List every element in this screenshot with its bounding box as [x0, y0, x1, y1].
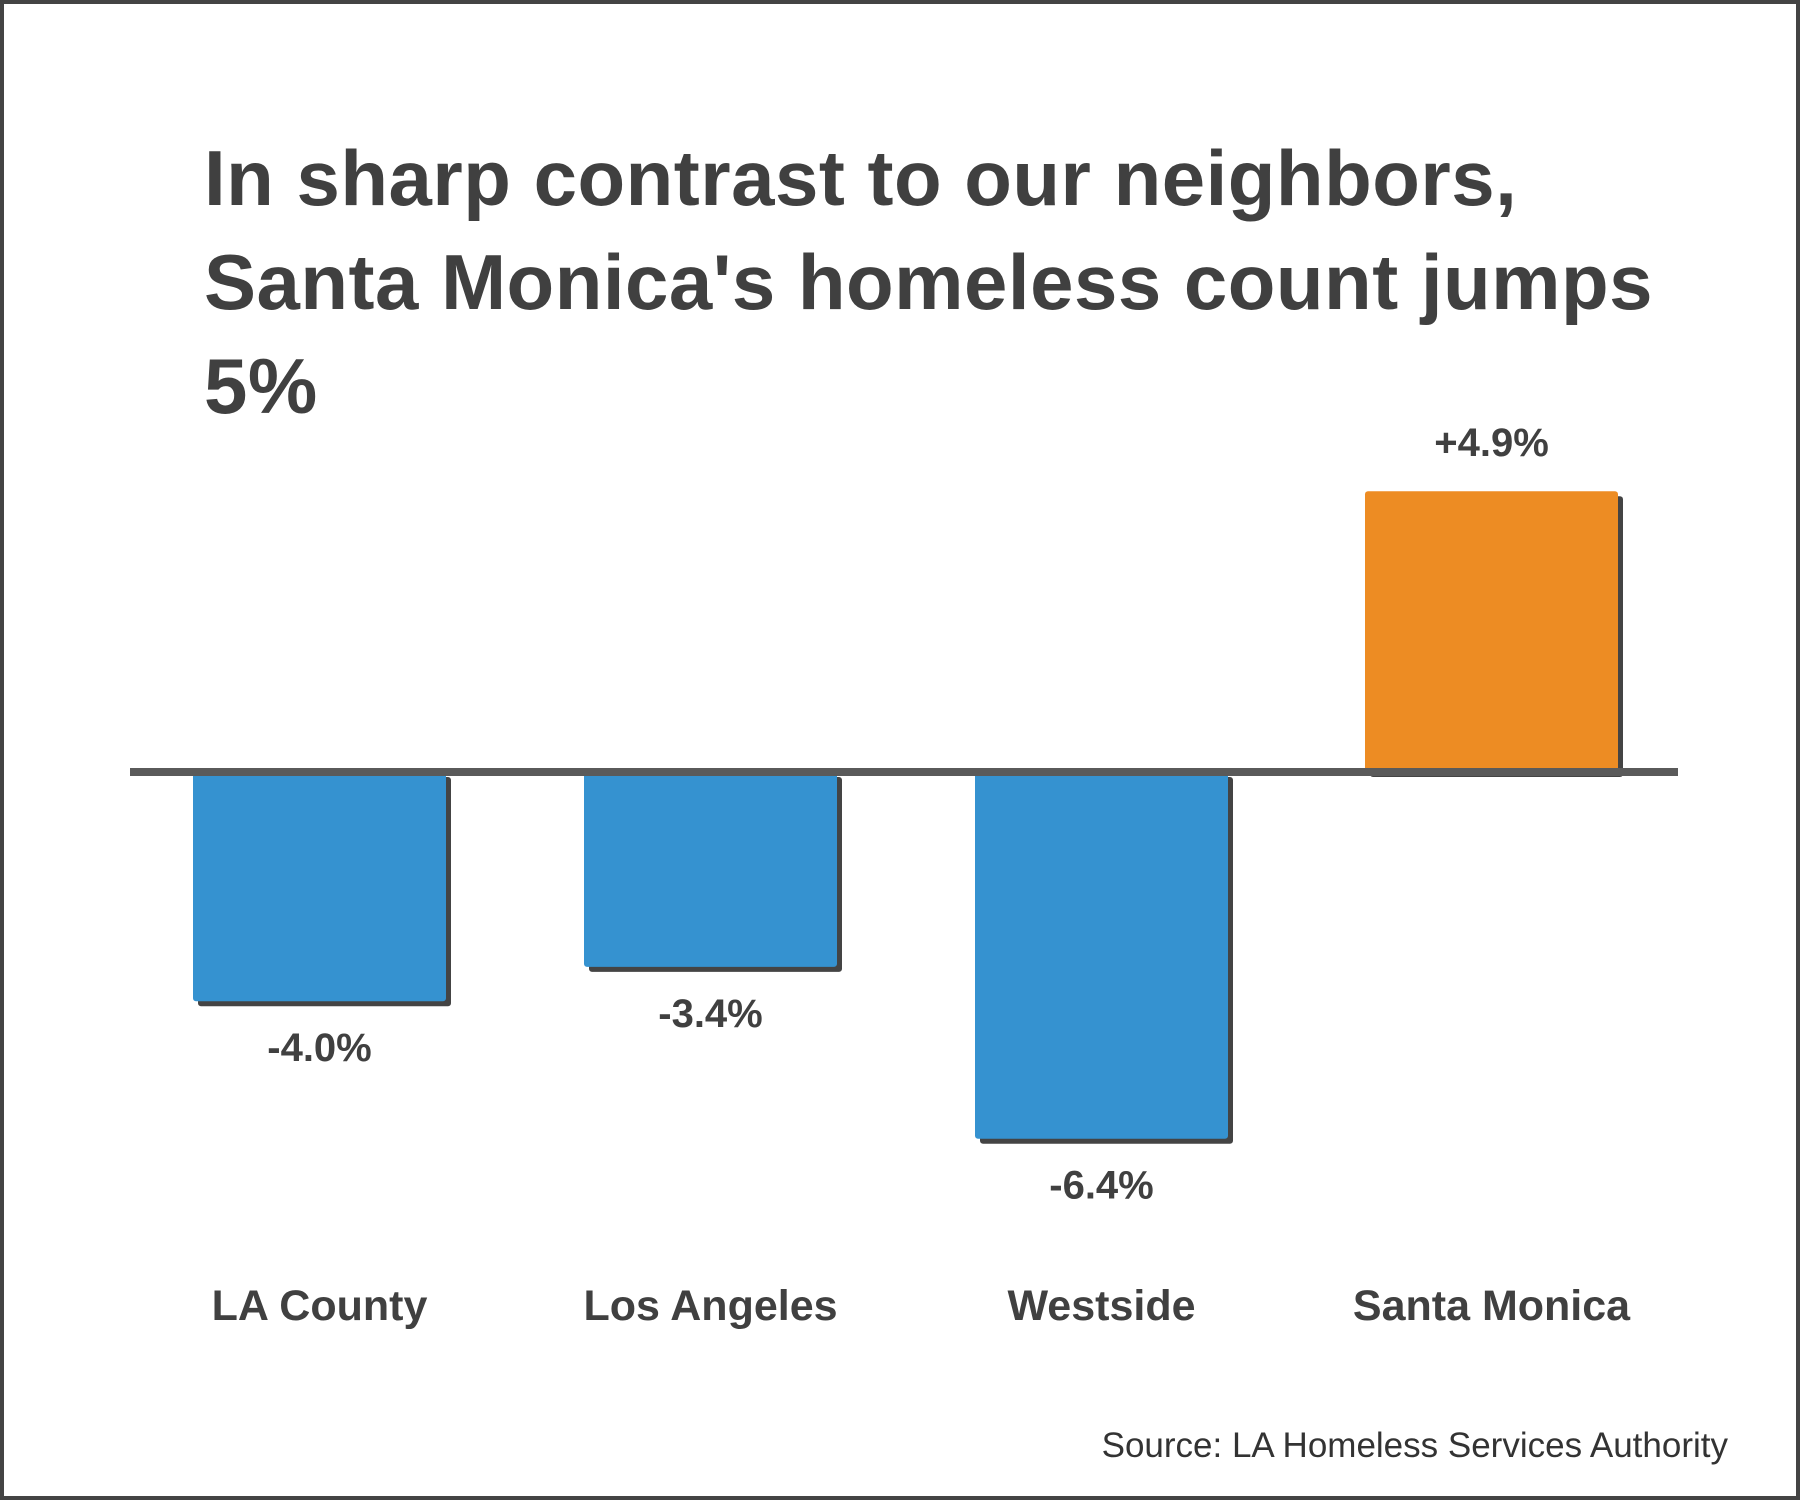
source-note: Source: LA Homeless Services Authority [1101, 1426, 1728, 1465]
bar-chart: -4.0% LA County -3.4% Los Angeles -6.4% Wests… [130, 421, 1678, 1330]
category-label: Westside [1008, 1282, 1196, 1330]
category-label: Los Angeles [583, 1282, 837, 1330]
data-label: -4.0% [267, 1026, 372, 1070]
bar [584, 772, 837, 967]
zero-baseline [130, 768, 1678, 776]
bar [1365, 491, 1618, 772]
data-label: -3.4% [658, 992, 763, 1036]
bar [193, 772, 446, 1002]
category-label: LA County [212, 1282, 428, 1330]
data-label: -6.4% [1049, 1164, 1154, 1208]
category-label: Santa Monica [1353, 1282, 1631, 1330]
chart-title: In sharp contrast to our neighbors, Sant… [204, 134, 1654, 430]
bar [975, 772, 1228, 1139]
data-label: +4.9% [1434, 421, 1549, 465]
